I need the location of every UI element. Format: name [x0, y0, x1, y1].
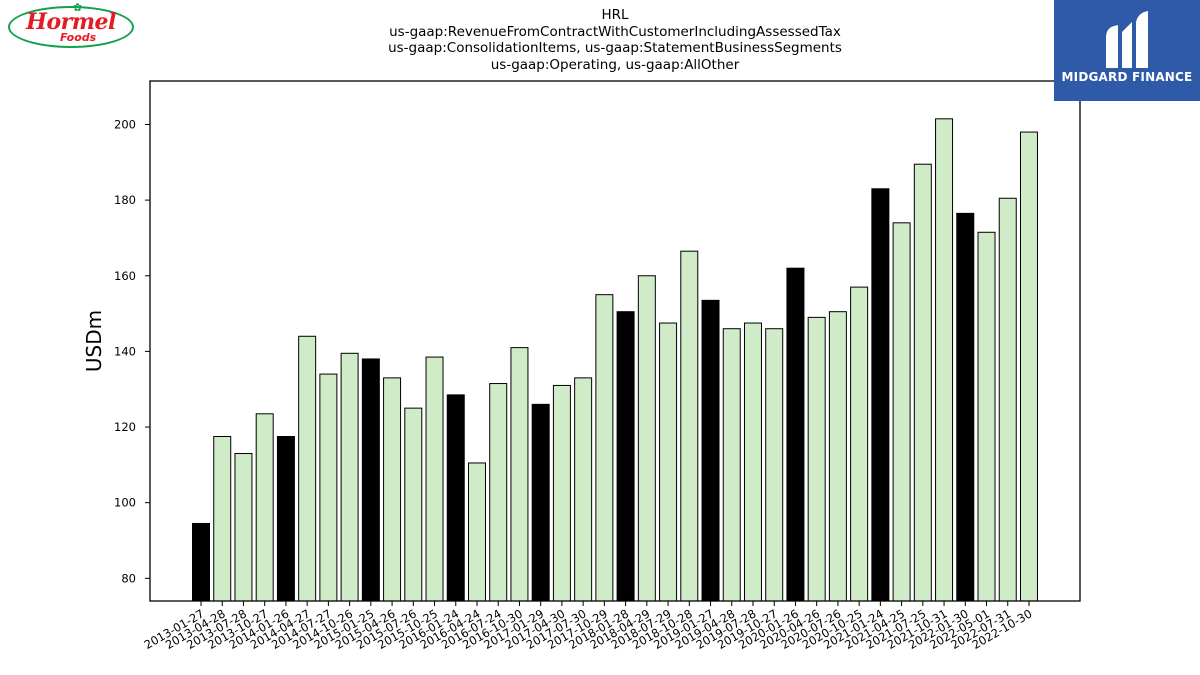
bar-2017-10-29 — [595, 294, 614, 602]
y-axis-ticks: 80 100 120 140 160 180 200 — [114, 117, 150, 585]
bar-2019-01-27 — [701, 299, 720, 602]
bar-2013-07-28 — [234, 453, 253, 602]
bar-2013-10-27 — [255, 413, 274, 602]
bar-2015-07-26 — [404, 407, 423, 602]
y-tick-label: 180 — [114, 193, 136, 207]
bar-2020-04-26 — [807, 316, 826, 602]
chart-title: HRL us-gaap:RevenueFromContractWithCusto… — [388, 7, 842, 73]
bar-2013-01-27 — [192, 522, 210, 602]
bar-2017-07-30 — [574, 377, 593, 602]
plot-frame — [149, 80, 1081, 602]
y-tick-label: 140 — [114, 344, 136, 358]
title-line-2: us-gaap:RevenueFromContractWithCustomerI… — [389, 24, 841, 40]
bar-2021-01-24 — [871, 188, 890, 602]
title-line-3: us-gaap:ConsolidationItems, us-gaap:Stat… — [388, 40, 842, 56]
title-line-4: us-gaap:Operating, us-gaap:AllOther — [491, 57, 740, 73]
bar-2020-01-26 — [786, 267, 805, 602]
bar-2013-04-28 — [213, 435, 232, 602]
bar-2014-10-26 — [340, 352, 359, 602]
bar-2022-05-01 — [977, 231, 996, 602]
y-tick-label: 200 — [114, 117, 136, 131]
hormel-foods-logo: ✿ Hormel Foods — [8, 2, 134, 48]
bar-2021-07-25 — [913, 163, 932, 602]
bar-2021-10-31 — [935, 118, 954, 602]
bar-2014-04-27 — [298, 335, 317, 602]
y-tick-label: 160 — [114, 269, 136, 283]
leaf-icon: ✿ — [73, 1, 83, 14]
bar-2016-01-24 — [446, 394, 465, 602]
bar-2015-10-25 — [425, 356, 444, 602]
bar-2018-04-29 — [637, 275, 656, 602]
bar-2022-07-31 — [998, 197, 1017, 602]
bar-2022-10-30 — [1019, 131, 1038, 602]
y-tick-label: 120 — [114, 420, 136, 434]
bar-2017-01-29 — [531, 403, 550, 602]
bar-2018-10-28 — [680, 250, 699, 602]
bars-group — [192, 118, 1038, 602]
bar-2017-04-30 — [552, 384, 571, 602]
bar-2019-07-28 — [743, 322, 762, 602]
midgard-mark-icon — [1106, 11, 1148, 68]
logo-sub-text: Foods — [60, 31, 97, 44]
y-tick-label: 80 — [121, 571, 136, 585]
bar-2021-04-25 — [892, 222, 911, 602]
bar-2014-01-26 — [276, 435, 295, 602]
logo-name-text: MIDGARD FINANCE — [1061, 70, 1193, 84]
bar-2016-07-24 — [489, 383, 508, 602]
bar-2020-07-26 — [828, 311, 847, 602]
title-line-1: HRL — [601, 7, 629, 23]
y-axis-label: USDm — [82, 310, 106, 372]
bar-2020-10-25 — [850, 286, 869, 602]
bar-2015-04-26 — [383, 377, 402, 602]
bar-2019-10-27 — [765, 328, 784, 602]
bar-2016-10-30 — [510, 347, 529, 602]
bar-2022-01-30 — [956, 212, 975, 602]
bar-2018-01-28 — [616, 311, 635, 602]
bar-2016-04-24 — [467, 462, 486, 602]
bar-2018-07-29 — [659, 322, 678, 602]
bar-2019-04-28 — [722, 328, 741, 602]
bar-2015-01-25 — [361, 358, 380, 602]
y-tick-label: 100 — [114, 496, 136, 510]
logo-brand-text: Hormel — [26, 9, 116, 35]
x-axis-ticks: 2013-01-272013-04-282013-07-282013-10-27… — [142, 601, 1034, 652]
bar-2014-07-27 — [319, 373, 338, 602]
midgard-finance-logo: MIDGARD FINANCE — [1054, 0, 1200, 101]
